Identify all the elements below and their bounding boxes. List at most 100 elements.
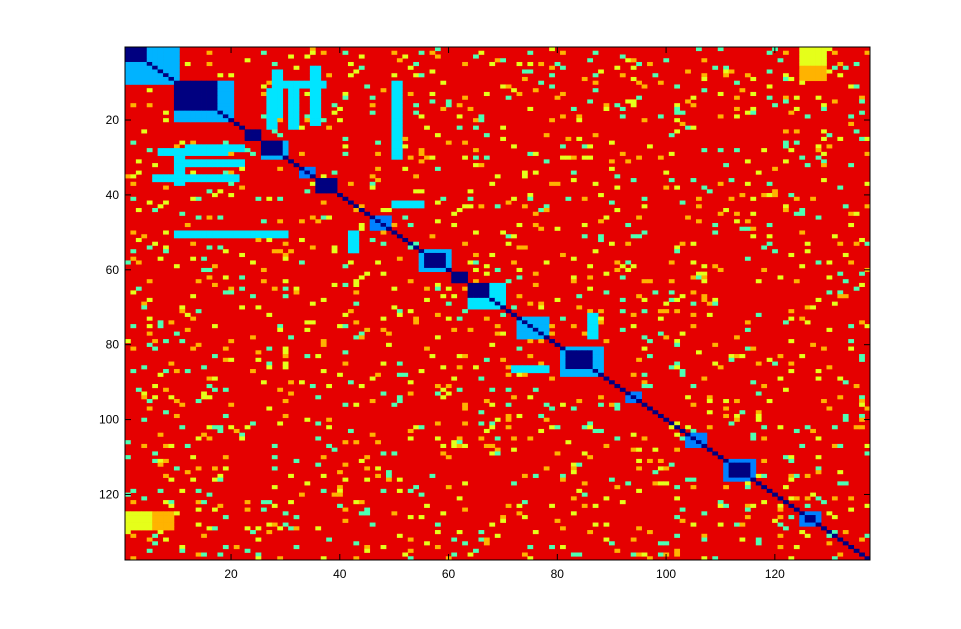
heatmap-cell <box>592 335 599 340</box>
heatmap-cell <box>255 196 262 201</box>
heatmap-cell <box>782 387 789 392</box>
heatmap-cell <box>407 391 414 396</box>
heatmap-cell <box>271 121 278 126</box>
heatmap-cell <box>549 65 555 70</box>
heatmap-cell <box>396 88 403 93</box>
heatmap-cell <box>815 215 822 220</box>
heatmap-cell <box>152 174 158 179</box>
heatmap-cell <box>407 428 414 434</box>
heatmap-cell <box>309 99 316 104</box>
heatmap-cell <box>451 279 458 284</box>
heatmap-cell <box>179 118 186 123</box>
heatmap-cell <box>837 470 844 475</box>
heatmap-cell <box>391 88 398 93</box>
heatmap-cell <box>462 541 468 546</box>
heatmap-cell <box>532 271 539 276</box>
heatmap-cell <box>549 118 555 123</box>
heatmap-cell <box>293 118 300 123</box>
heatmap-cell <box>744 226 751 231</box>
heatmap-cell <box>315 88 322 93</box>
heatmap-cell <box>152 163 158 168</box>
heatmap-cell <box>304 354 311 359</box>
heatmap-cell <box>179 106 186 111</box>
heatmap-cell <box>168 503 175 508</box>
heatmap-cell <box>125 455 131 460</box>
heatmap-cell <box>315 103 322 108</box>
heatmap-cell <box>440 264 447 269</box>
heatmap-cell <box>674 533 681 538</box>
heatmap-cell <box>630 391 637 396</box>
heatmap-cell <box>826 327 833 332</box>
heatmap-cell <box>315 462 322 467</box>
heatmap-cell <box>451 376 458 381</box>
heatmap-cell <box>804 47 811 52</box>
heatmap-cell <box>168 61 175 67</box>
heatmap-cell <box>239 185 245 190</box>
heatmap-cell <box>424 256 430 261</box>
heatmap-cell <box>657 466 664 471</box>
heatmap-cell <box>337 118 343 123</box>
heatmap-cell <box>554 451 561 456</box>
heatmap-cell <box>163 185 169 190</box>
heatmap-cell <box>201 432 207 437</box>
heatmap-cell <box>494 533 501 538</box>
heatmap-cell <box>146 316 153 321</box>
heatmap-cell <box>701 537 708 542</box>
heatmap-cell <box>772 189 778 194</box>
heatmap-cell <box>309 174 316 179</box>
heatmap-cell <box>630 312 637 317</box>
heatmap-cell <box>641 335 648 340</box>
heatmap-cell <box>734 398 740 404</box>
heatmap-cell <box>391 73 398 78</box>
heatmap-cell <box>396 148 403 153</box>
heatmap-cell <box>157 372 164 377</box>
heatmap-cell <box>168 361 175 366</box>
heatmap-cell <box>418 114 425 119</box>
heatmap-cell <box>815 466 822 471</box>
heatmap-cell <box>636 155 642 160</box>
heatmap-cell <box>168 151 175 156</box>
heatmap-cell <box>647 144 653 149</box>
heatmap-cell <box>239 148 245 153</box>
heatmap-cell <box>799 354 806 359</box>
heatmap-cell <box>826 530 833 535</box>
heatmap-cell <box>212 466 218 471</box>
heatmap-cell <box>663 170 670 175</box>
heatmap-cell <box>190 294 197 299</box>
heatmap-cell <box>527 324 534 329</box>
heatmap-cell <box>521 369 528 374</box>
heatmap-cell <box>146 515 153 520</box>
heatmap-cell <box>260 500 267 505</box>
heatmap-cell <box>804 61 811 67</box>
heatmap-cell <box>592 88 599 93</box>
heatmap-cell <box>369 95 376 100</box>
heatmap-cell <box>804 73 811 78</box>
heatmap-cell <box>543 316 550 321</box>
heatmap-cell <box>380 488 387 493</box>
heatmap-cell <box>674 548 681 553</box>
heatmap-cell <box>799 65 806 70</box>
heatmap-cell <box>201 106 207 111</box>
heatmap-cell <box>396 125 403 130</box>
heatmap-cell <box>473 54 479 59</box>
heatmap-cell <box>244 548 251 553</box>
heatmap-cell <box>157 204 164 209</box>
heatmap-cell <box>168 73 175 78</box>
heatmap-cell <box>848 222 855 228</box>
heatmap-cell <box>201 230 207 235</box>
heatmap-cell <box>369 398 376 404</box>
heatmap-cell <box>521 331 528 336</box>
heatmap-cell <box>630 99 637 104</box>
heatmap-cell <box>184 230 191 235</box>
heatmap-cell <box>418 159 425 164</box>
heatmap-cell <box>206 88 213 93</box>
heatmap-cell <box>125 80 131 85</box>
heatmap-cell <box>130 511 137 516</box>
heatmap-cell <box>179 140 186 145</box>
heatmap-cell <box>489 61 496 67</box>
heatmap-cell <box>712 264 719 269</box>
heatmap-cell <box>478 436 485 441</box>
heatmap-cell <box>543 327 550 332</box>
heatmap-cell <box>353 245 360 250</box>
